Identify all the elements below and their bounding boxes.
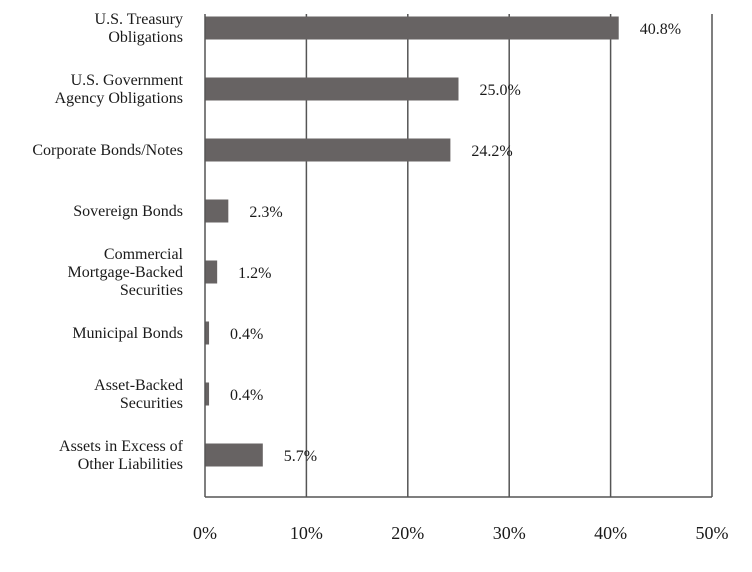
bar-7 — [205, 382, 210, 406]
category-label-line: Other Liabilities — [78, 456, 183, 473]
bar-4 — [205, 199, 229, 223]
category-label-4: Sovereign Bonds — [73, 203, 183, 220]
value-label-6: 0.4% — [230, 326, 263, 343]
x-tick-label-30: 30% — [493, 523, 526, 543]
category-label-1: U.S. Treasury Obligations — [95, 11, 183, 46]
x-tick-label-0: 0% — [193, 523, 217, 543]
category-label-line: Municipal Bonds — [72, 325, 183, 342]
bar-5 — [205, 260, 218, 284]
bar-8 — [205, 443, 263, 467]
category-label-line: Mortgage-Backed — [67, 264, 183, 281]
bar-1 — [205, 16, 619, 40]
category-label-5: Commercial Mortgage-Backed Securities — [67, 246, 183, 299]
bar-6 — [205, 321, 210, 345]
value-label-8: 5.7% — [284, 448, 317, 465]
x-tick-label-10: 10% — [290, 523, 323, 543]
bar-2 — [205, 77, 459, 101]
category-label-line: Obligations — [108, 29, 183, 46]
category-label-3: Corporate Bonds/Notes — [32, 142, 183, 159]
value-label-7: 0.4% — [230, 387, 263, 404]
category-label-line: Assets in Excess of — [59, 438, 184, 455]
value-label-5: 1.2% — [238, 265, 271, 282]
category-label-line: U.S. Treasury — [95, 11, 183, 28]
category-label-line: Securities — [120, 282, 183, 299]
value-label-4: 2.3% — [249, 204, 282, 221]
category-label-8: Assets in Excess of Other Liabilities — [59, 438, 184, 473]
category-label-line: Securities — [120, 395, 183, 412]
category-label-line: U.S. Government — [71, 72, 184, 89]
category-label-line: Corporate Bonds/Notes — [32, 142, 183, 159]
value-labels: 40.8% 25.0% 24.2% 2.3% 1.2% 0.4% 0.4% 5.7% — [230, 21, 681, 465]
category-label-line: Sovereign Bonds — [73, 203, 183, 220]
category-label-line: Agency Obligations — [55, 90, 183, 107]
bar-3 — [205, 138, 451, 162]
value-label-2: 25.0% — [480, 82, 521, 99]
category-label-6: Municipal Bonds — [72, 325, 183, 342]
value-label-1: 40.8% — [640, 21, 681, 38]
x-tick-label-40: 40% — [594, 523, 627, 543]
x-tick-label-20: 20% — [391, 523, 424, 543]
axes — [204, 14, 712, 498]
category-label-line: Asset-Backed — [94, 377, 183, 394]
category-label-7: Asset-Backed Securities — [94, 377, 183, 412]
x-axis-tick-labels: 0% 10% 20% 30% 40% 50% — [193, 523, 729, 543]
value-label-3: 24.2% — [471, 143, 512, 160]
category-label-line: Commercial — [104, 246, 184, 263]
x-tick-label-50: 50% — [696, 523, 729, 543]
bars — [205, 16, 619, 467]
category-label-2: U.S. Government Agency Obligations — [55, 72, 184, 107]
